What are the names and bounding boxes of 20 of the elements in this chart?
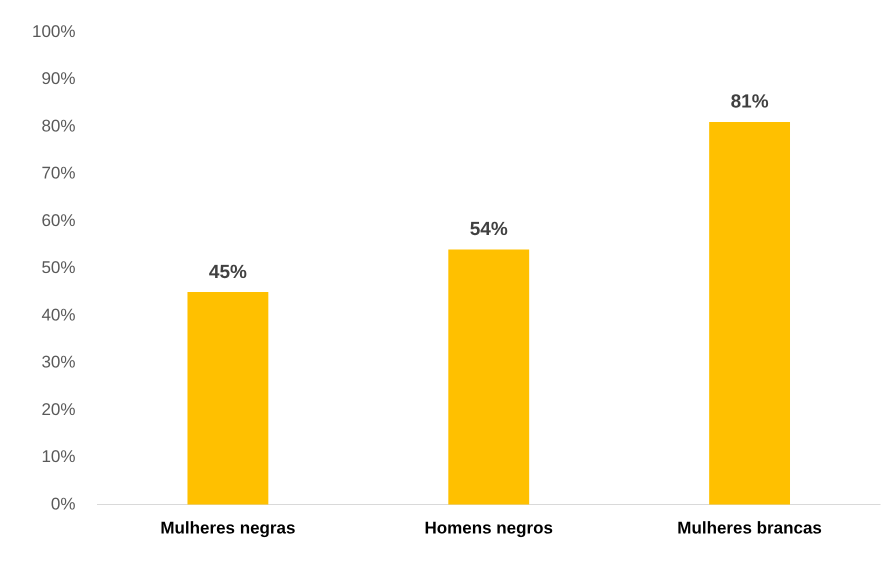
bar — [448, 250, 530, 505]
y-tick-label: 100% — [32, 22, 76, 41]
x-tick-label: Mulheres brancas — [677, 518, 822, 538]
y-tick-label: 20% — [41, 400, 76, 419]
y-tick-label: 80% — [41, 116, 76, 136]
x-tick-label: Mulheres negras — [160, 518, 296, 538]
y-tick-label: 30% — [41, 352, 76, 372]
data-label: 81% — [730, 92, 769, 113]
y-tick-label: 40% — [41, 305, 76, 324]
bar — [187, 292, 268, 505]
y-tick-label: 70% — [41, 164, 76, 183]
y-tick-label: 90% — [41, 69, 76, 88]
x-tick-label: Homens negros — [424, 518, 553, 538]
data-label: 54% — [470, 219, 508, 240]
data-label: 45% — [208, 262, 248, 283]
y-tick-label: 50% — [41, 258, 76, 278]
y-tick-label: 0% — [50, 494, 76, 514]
y-tick-label: 10% — [41, 447, 76, 466]
y-tick-label: 60% — [41, 210, 76, 230]
bar — [709, 122, 790, 505]
